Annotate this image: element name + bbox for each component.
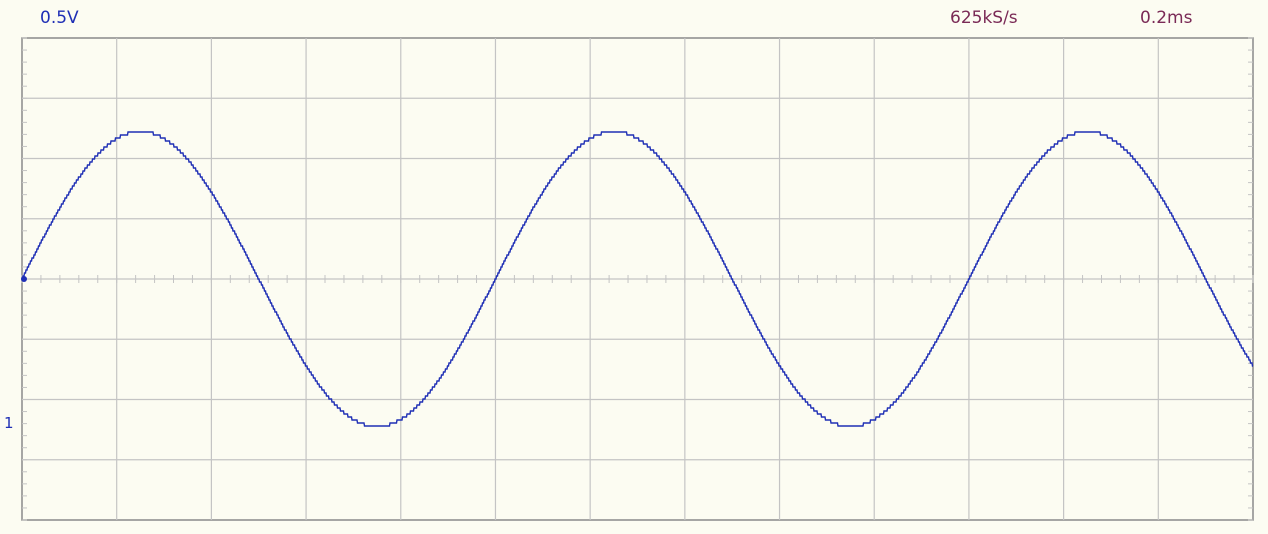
time-per-div-readout: 0.2ms xyxy=(1140,8,1193,28)
grid-lines xyxy=(22,38,1253,520)
sample-rate-readout: 625kS/s xyxy=(950,8,1018,28)
edge-ticks xyxy=(22,37,1253,521)
center-axis-ticks xyxy=(21,275,1254,283)
channel-1-marker[interactable]: 1 xyxy=(4,414,14,432)
volts-per-div-readout: 0.5V xyxy=(40,8,79,28)
trace-origin-marker xyxy=(21,276,27,282)
channel-1-trace xyxy=(21,131,1254,427)
